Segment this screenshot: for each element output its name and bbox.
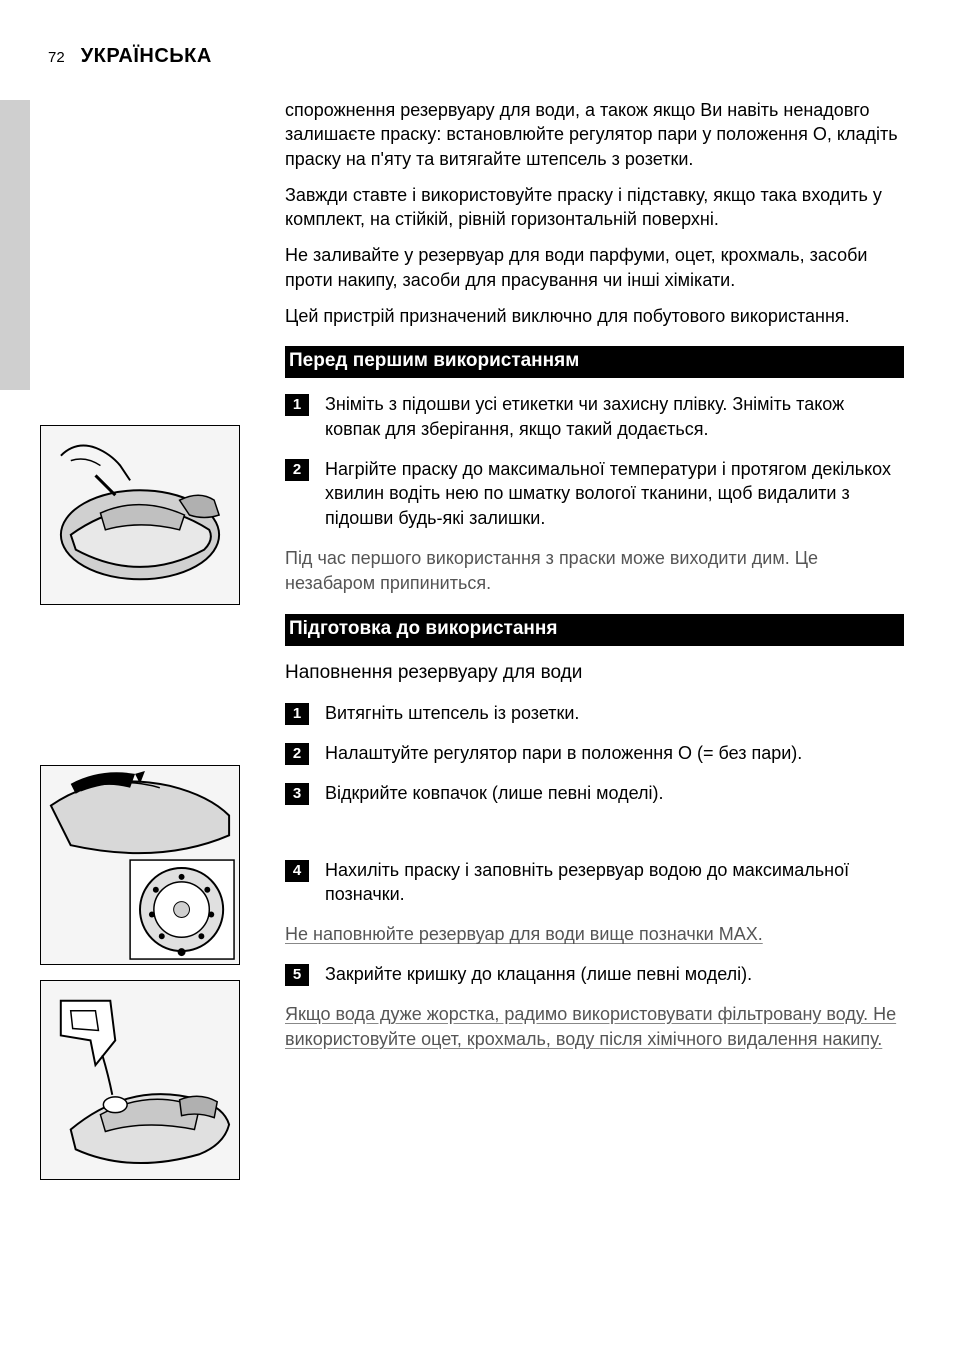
step-number-box: 3 [285,783,309,805]
note-text: Під час першого використання з праски мо… [285,546,904,596]
step-text: Відкрийте ковпачок (лише певні моделі). [325,781,904,805]
section-heading-label: Підготовка до використання [285,618,557,639]
step-number-box: 5 [285,964,309,986]
step-row: 1 Витягніть штепсель із розетки. [285,701,904,725]
step-text: Нахиліть праску і заповніть резервуар во… [325,858,904,907]
manual-page: 72 УКРАЇНСЬКА спорожнення резервуару для… [0,0,954,1355]
figure-remove-labels [40,425,240,605]
section-heading: Перед першим використанням [285,346,904,378]
page-number: 72 [48,49,65,66]
bullet-item: Цей пристрій призначений виключно для по… [285,304,904,328]
page-title: УКРАЇНСЬКА [81,45,212,68]
note-text: Не наповнюйте резервуар для води вище по… [285,922,904,947]
step-text: Зніміть з підошви усі етикетки чи захисн… [325,392,904,441]
content-column: спорожнення резервуару для води, а також… [285,98,904,1052]
step-number-box: 1 [285,703,309,725]
step-number-box: 2 [285,743,309,765]
section-heading: Підготовка до використання [285,614,904,646]
step-number-box: 4 [285,860,309,882]
step-row: 4 Нахиліть праску і заповніть резервуар … [285,858,904,907]
figure-fill-water [40,980,240,1180]
step-text: Витягніть штепсель із розетки. [325,701,904,725]
bullet-item: спорожнення резервуару для води, а також… [285,98,904,171]
iron-fill-water-illustration-icon [41,981,239,1179]
note-text: Якщо вода дуже жорстка, радимо використо… [285,1002,904,1052]
spacer [285,822,904,858]
step-row: 1 Зніміть з підошви усі етикетки чи захи… [285,392,904,441]
iron-illustration-icon [41,426,239,604]
step-number-box: 2 [285,459,309,481]
step-row: 3 Відкрийте ковпачок (лише певні моделі)… [285,781,904,805]
bullet-item: Завжди ставте і використовуйте праску і … [285,183,904,232]
step-row: 2 Налаштуйте регулятор пари в положення … [285,741,904,765]
sidebar-gray-strip [0,100,30,390]
step-text: Налаштуйте регулятор пари в положення O … [325,741,904,765]
figure-steam-dial [40,765,240,965]
iron-dial-illustration-icon [41,766,239,964]
sub-heading: Наповнення резервуару для води [285,660,904,687]
step-row: 2 Нагрійте праску до максимальної темпер… [285,457,904,530]
step-row: 5 Закрийте кришку до клацання (лише певн… [285,962,904,986]
step-text: Нагрійте праску до максимальної температ… [325,457,904,530]
step-number-box: 1 [285,394,309,416]
section-heading-label: Перед першим використанням [285,350,579,371]
step-text: Закрийте кришку до клацання (лише певні … [325,962,904,986]
bullet-item: Не заливайте у резервуар для води парфум… [285,243,904,292]
page-header: 72 УКРАЇНСЬКА [0,45,954,68]
